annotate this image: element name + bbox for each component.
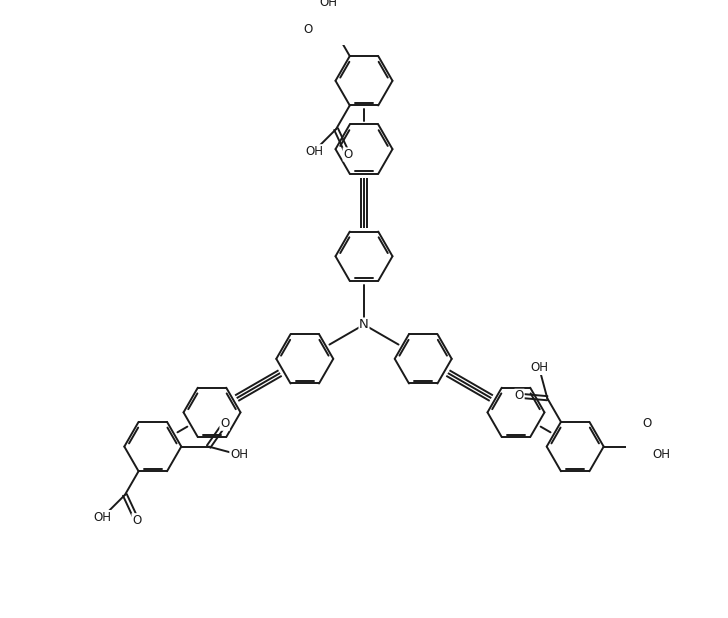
Text: O: O (304, 23, 313, 36)
Text: OH: OH (94, 510, 111, 523)
Text: OH: OH (652, 448, 670, 461)
Text: O: O (515, 389, 524, 402)
Text: O: O (132, 514, 141, 527)
Text: O: O (220, 417, 229, 430)
Text: OH: OH (230, 448, 248, 461)
Text: OH: OH (530, 362, 548, 375)
Text: OH: OH (305, 145, 323, 158)
Text: N: N (359, 318, 369, 331)
Text: O: O (344, 148, 352, 161)
Text: OH: OH (319, 0, 337, 9)
Text: O: O (642, 417, 652, 430)
